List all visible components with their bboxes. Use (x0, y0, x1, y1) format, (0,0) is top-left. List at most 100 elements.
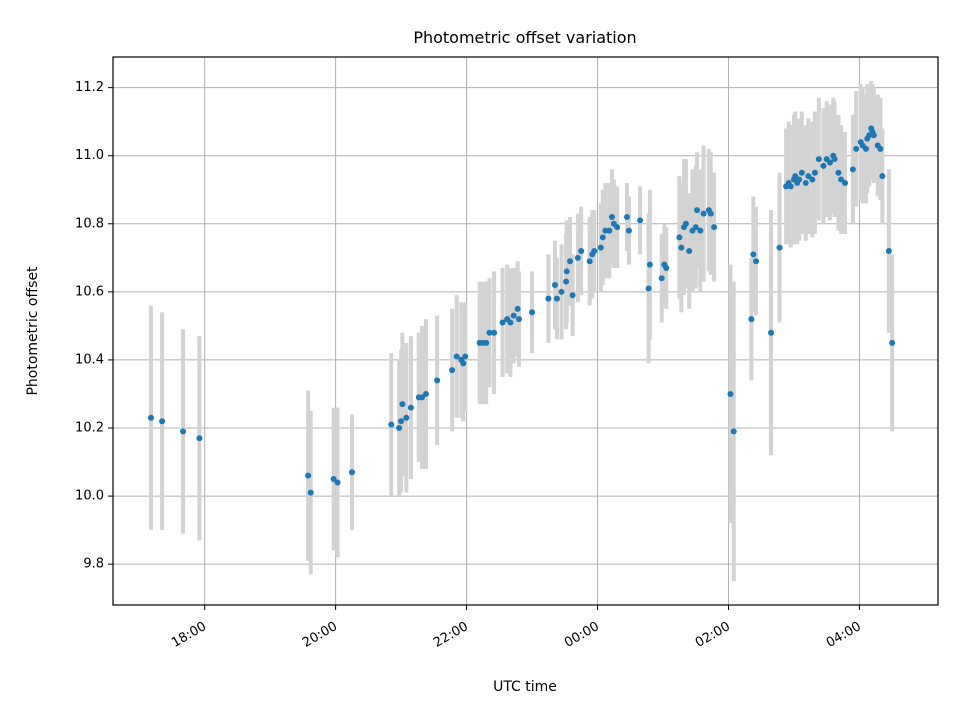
data-point (553, 295, 560, 302)
data-point (862, 145, 869, 152)
data-point (646, 261, 653, 268)
data-point (563, 268, 570, 275)
data-point (835, 169, 842, 176)
data-point (885, 248, 892, 255)
data-point (545, 295, 552, 302)
data-point (879, 173, 886, 180)
data-point (398, 418, 405, 425)
data-point (730, 428, 737, 435)
data-point (697, 227, 704, 234)
data-points (147, 125, 896, 496)
data-point (159, 418, 166, 425)
data-point (514, 305, 521, 312)
data-point (348, 469, 355, 476)
data-point (676, 234, 683, 241)
data-point (586, 258, 593, 265)
data-point (529, 309, 536, 316)
data-point (499, 319, 506, 326)
data-point (403, 414, 410, 421)
data-point (147, 414, 154, 421)
data-point (388, 421, 395, 428)
data-point (796, 176, 803, 183)
data-point (399, 401, 406, 408)
data-point (870, 132, 877, 139)
y-axis-label: Photometric offset (25, 266, 41, 396)
data-point (750, 251, 757, 258)
data-point (510, 312, 517, 319)
data-point (811, 169, 818, 176)
y-tick-label: 10.4 (75, 352, 104, 367)
data-point (558, 288, 565, 295)
data-point (486, 329, 493, 336)
data-point (307, 489, 314, 496)
chart-title: Photometric offset variation (413, 28, 636, 47)
data-point (462, 353, 469, 360)
data-point (663, 265, 670, 272)
data-point (567, 258, 574, 265)
data-point (842, 179, 849, 186)
data-point (849, 166, 856, 173)
data-point (889, 339, 896, 346)
data-point (407, 404, 414, 411)
data-point (831, 156, 838, 163)
y-tick-label: 10.2 (75, 421, 104, 436)
y-tick-label: 10.6 (75, 284, 104, 299)
data-point (574, 254, 581, 261)
data-point (637, 217, 644, 224)
data-point (608, 213, 615, 220)
data-point (809, 176, 816, 183)
data-point (798, 169, 805, 176)
data-point (623, 213, 630, 220)
data-point (820, 162, 827, 169)
y-tick-label: 11.0 (75, 148, 104, 163)
data-point (419, 394, 426, 401)
data-point (645, 285, 652, 292)
data-point (599, 234, 606, 241)
data-point (196, 435, 203, 442)
data-point (507, 319, 514, 326)
data-point (305, 472, 312, 479)
data-point (682, 220, 689, 227)
data-point (578, 248, 585, 255)
data-point (606, 227, 613, 234)
data-point (700, 210, 707, 217)
data-point (692, 224, 699, 231)
y-tick-label: 11.2 (75, 80, 104, 95)
data-point (625, 227, 632, 234)
data-point (330, 476, 337, 483)
data-point (434, 377, 441, 384)
data-point (877, 145, 884, 152)
data-point (787, 183, 794, 190)
y-tick-label: 9.8 (83, 557, 104, 572)
data-point (805, 173, 812, 180)
data-point (551, 282, 558, 289)
data-point (483, 339, 490, 346)
data-point (815, 156, 822, 163)
data-point (686, 248, 693, 255)
data-point (449, 367, 456, 374)
data-point (748, 316, 755, 323)
data-point (614, 224, 621, 231)
data-point (694, 207, 701, 214)
data-point (826, 159, 833, 166)
data-point (658, 275, 665, 282)
data-point (563, 278, 570, 285)
data-point (776, 244, 783, 251)
data-point (422, 390, 429, 397)
plot-area-frame (112, 56, 939, 606)
data-point (491, 329, 498, 336)
data-point (597, 244, 604, 251)
data-point (768, 329, 775, 336)
data-point (569, 292, 576, 299)
data-point (802, 179, 809, 186)
data-point (727, 390, 734, 397)
data-point (515, 316, 522, 323)
data-point (591, 248, 598, 255)
data-point (752, 258, 759, 265)
data-point (838, 176, 845, 183)
data-point (453, 353, 460, 360)
data-point (460, 360, 467, 367)
x-axis-label: UTC time (493, 679, 557, 695)
data-point (792, 173, 799, 180)
